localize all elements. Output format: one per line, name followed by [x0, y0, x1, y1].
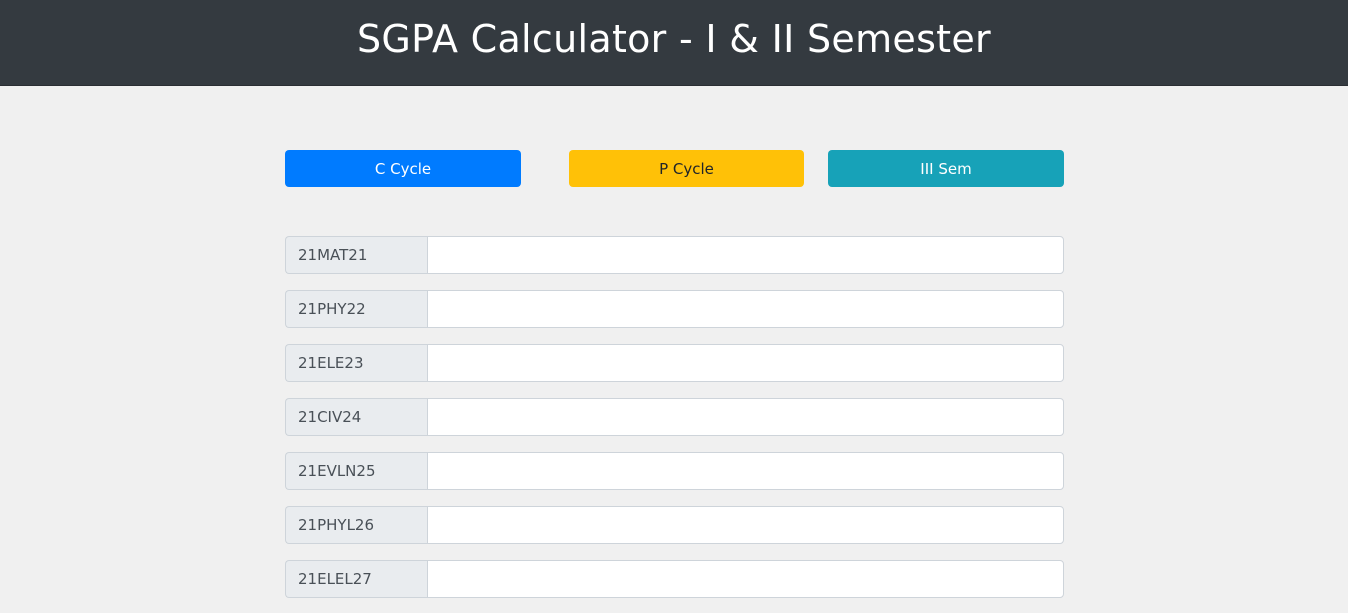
grade-input[interactable] [427, 290, 1064, 328]
page-title: SGPA Calculator - I & II Semester [357, 17, 991, 61]
subject-code-label: 21PHY22 [285, 290, 427, 328]
subject-row: 21PHY22 [285, 290, 1064, 328]
grade-input[interactable] [427, 452, 1064, 490]
subject-code-label: 21CIV24 [285, 398, 427, 436]
header: SGPA Calculator - I & II Semester [0, 0, 1348, 86]
subject-row: 21PHYL26 [285, 506, 1064, 544]
subject-code-label: 21ELEL27 [285, 560, 427, 598]
subject-row: 21CIV24 [285, 398, 1064, 436]
grade-input[interactable] [427, 560, 1064, 598]
subject-row: 21MAT21 [285, 236, 1064, 274]
grade-input[interactable] [427, 236, 1064, 274]
subject-code-label: 21PHYL26 [285, 506, 427, 544]
subject-row: 21EVLN25 [285, 452, 1064, 490]
grade-input[interactable] [427, 398, 1064, 436]
subject-code-label: 21ELE23 [285, 344, 427, 382]
grade-input[interactable] [427, 344, 1064, 382]
subject-code-label: 21EVLN25 [285, 452, 427, 490]
c-cycle-button[interactable]: C Cycle [285, 150, 521, 187]
p-cycle-button[interactable]: P Cycle [569, 150, 804, 187]
iii-sem-button[interactable]: III Sem [828, 150, 1064, 187]
grade-input[interactable] [427, 506, 1064, 544]
subject-code-label: 21MAT21 [285, 236, 427, 274]
subject-row: 21ELE23 [285, 344, 1064, 382]
subject-row: 21ELEL27 [285, 560, 1064, 598]
